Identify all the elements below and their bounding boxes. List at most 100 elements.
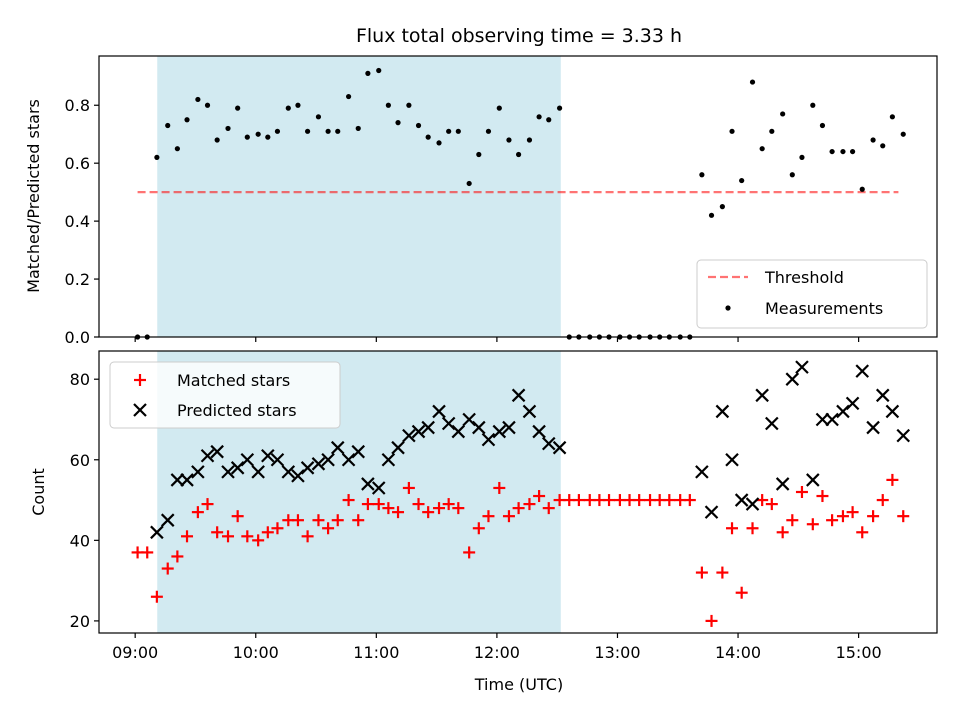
measurement-point [556, 105, 563, 111]
matched-star-point [705, 614, 718, 627]
measurement-point [829, 148, 835, 155]
matched-star-point [572, 494, 585, 507]
y-tick-label: 40 [70, 531, 90, 550]
matched-star-point [392, 506, 405, 519]
predicted-star-point [160, 513, 175, 527]
predicted-star-point [150, 525, 164, 540]
measurement-point [345, 93, 352, 100]
matched-star-point [301, 530, 314, 543]
top-y-axis-label: Matched/Predicted stars [24, 99, 43, 293]
measurement-point [446, 128, 452, 134]
predicted-star-point [836, 404, 850, 419]
measurement-point [235, 105, 241, 111]
predicted-star-point [230, 461, 245, 475]
measurement-point [395, 120, 401, 126]
measurement-point [265, 134, 271, 140]
matched-star-point [150, 590, 163, 603]
matched-star-point [191, 506, 204, 519]
top-panel: 0.00.20.40.60.8 Matched/Predicted stars … [24, 55, 938, 347]
predicted-star-point [180, 473, 194, 487]
x-tick-label: 13:00 [594, 643, 640, 662]
measurement-point [415, 122, 422, 129]
matched-star-point [141, 546, 154, 559]
predicted-star-point [391, 440, 405, 455]
matched-star-point [876, 494, 889, 507]
y-tick-label: 0.6 [65, 154, 90, 173]
legend-measurements-swatch [725, 305, 731, 311]
top-shaded-interval [157, 56, 561, 337]
top-y-ticks: 0.0 0.2 0.4 0.6 0.8 [65, 96, 99, 347]
predicted-star-point [775, 477, 790, 491]
top-x-ticks [134, 337, 860, 342]
measurement-point [225, 125, 231, 132]
predicted-star-point [281, 465, 296, 479]
predicted-star-point [200, 448, 215, 463]
matched-star-point [422, 506, 435, 519]
y-tick-label: 0.0 [65, 328, 90, 347]
predicted-star-point [511, 388, 526, 403]
matched-star-point [442, 498, 455, 511]
measurement-point [406, 102, 412, 108]
measurement-point [244, 134, 250, 140]
predicted-star-point [472, 420, 486, 435]
matched-star-point [695, 566, 708, 579]
predicted-star-point [170, 473, 185, 487]
measurement-point [526, 137, 533, 143]
legend-predicted-label: Predicted stars [177, 401, 297, 420]
x-tick-label: 12:00 [474, 643, 520, 662]
matched-star-point [683, 494, 696, 507]
measurement-point [880, 143, 886, 149]
matched-star-point [897, 510, 910, 523]
measurement-point [870, 137, 876, 143]
measurement-point [749, 79, 756, 85]
measurement-point [719, 204, 725, 210]
bottom-axes-frame [98, 350, 938, 634]
x-tick-label: 14:00 [715, 643, 761, 662]
matched-star-point [716, 566, 729, 579]
matched-star-point [331, 514, 344, 527]
measurement-point [255, 131, 261, 137]
predicted-star-point [875, 388, 890, 403]
predicted-star-point [845, 396, 860, 411]
legend-threshold-label: Threshold [764, 268, 844, 287]
measurement-point [335, 128, 341, 134]
matched-star-point [291, 514, 304, 527]
measurement-point [506, 137, 512, 143]
predicted-star-point [552, 440, 567, 455]
measurement-point [315, 114, 322, 120]
matched-star-point [322, 522, 335, 535]
predicted-star-point [896, 428, 911, 443]
matched-star-point [663, 494, 676, 507]
measurement-point [325, 128, 331, 134]
matched-star-point [806, 518, 819, 531]
predicted-star-point [522, 404, 537, 419]
measurement-point [699, 172, 705, 178]
measurement-point [355, 125, 361, 132]
measurement-point [195, 96, 201, 103]
matched-star-point [756, 494, 769, 507]
matched-star-point [482, 510, 495, 523]
legend-matched-label: Matched stars [177, 371, 290, 390]
matched-star-point [502, 510, 515, 523]
matched-star-point [211, 526, 224, 539]
predicted-star-point [311, 457, 326, 471]
predicted-star-point [361, 477, 375, 491]
predicted-star-point [270, 452, 285, 467]
y-tick-label: 0.2 [65, 270, 90, 289]
measurement-point [476, 151, 482, 158]
predicted-star-point [825, 412, 839, 427]
matched-star-point [856, 526, 869, 539]
matched-star-point [171, 550, 184, 563]
measurement-point [365, 70, 371, 76]
predicted-star-point [451, 424, 466, 439]
legend-predicted-swatch [133, 403, 147, 417]
measurement-point [739, 177, 745, 184]
matched-star-point [846, 506, 859, 519]
predicted-star-point [300, 461, 315, 475]
predicted-star-point [421, 420, 435, 435]
matched-star-point [795, 486, 808, 498]
measurement-point [304, 128, 311, 134]
measurement-point [546, 117, 552, 123]
measurement-point [184, 117, 190, 123]
